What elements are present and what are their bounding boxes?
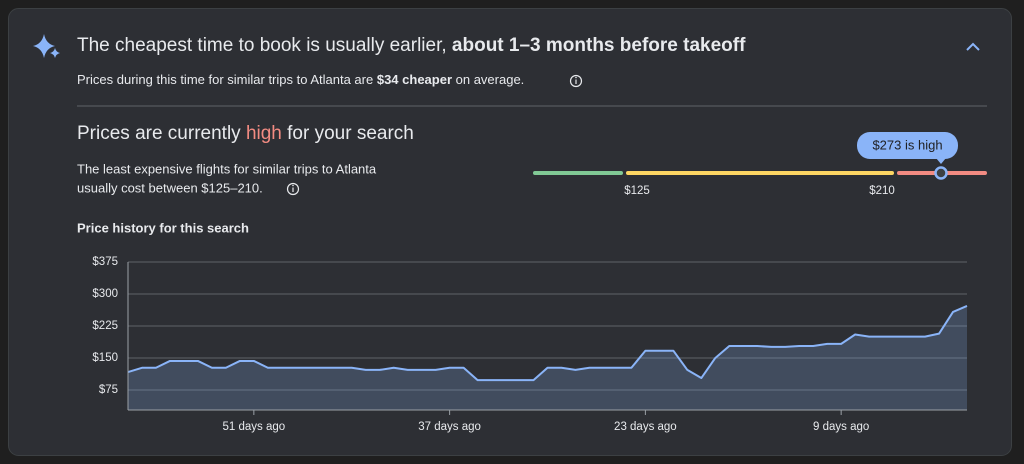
header-title: The cheapest time to book is usually ear… <box>77 35 746 56</box>
y-tick-label: $225 <box>92 320 118 332</box>
chart: $375 $300 $225 $150 $75 51 days ago 37 days ag… <box>92 256 968 433</box>
status-description: usually cost between $125–210. <box>77 180 263 195</box>
range-low-label: $125 <box>624 185 650 197</box>
y-tick-label: $300 <box>92 288 118 300</box>
y-tick-label: $375 <box>92 256 118 268</box>
x-tick-label: 9 days ago <box>813 421 869 433</box>
x-tick-label: 37 days ago <box>418 421 481 433</box>
status-title: Prices are currently high for your searc… <box>77 123 414 144</box>
subtitle-start: Prices during this time for similar trip… <box>77 72 377 87</box>
collapse-chevron[interactable] <box>966 42 980 51</box>
info-icon[interactable] <box>286 182 300 196</box>
tooltip: $273 is high <box>857 132 958 164</box>
status-description: The least expensive flights for similar … <box>77 161 377 176</box>
title-regular: The cheapest time to book is usually ear… <box>77 35 452 56</box>
subtitle-bold: $34 cheaper <box>377 72 452 87</box>
area-fill <box>128 305 967 410</box>
x-tick-label: 23 days ago <box>614 421 677 433</box>
card <box>8 8 1012 456</box>
chart-title: Price history for this search <box>77 220 249 235</box>
status-start: Prices are currently <box>77 123 246 144</box>
price-marker <box>934 166 948 180</box>
sparkle-icon <box>33 34 60 58</box>
tooltip-text: $273 is high <box>872 137 942 152</box>
range-high-label: $210 <box>869 185 895 197</box>
status-end: for your search <box>282 123 414 144</box>
y-tick-label: $75 <box>99 384 118 396</box>
x-tick-label: 51 days ago <box>223 421 286 433</box>
title-bold: about 1–3 months before takeoff <box>452 35 746 56</box>
info-icon[interactable] <box>569 74 583 88</box>
header-subtitle: Prices during this time for similar trip… <box>77 72 524 87</box>
subtitle-end: on average. <box>452 72 524 87</box>
status-highlight: high <box>246 123 282 144</box>
y-tick-label: $150 <box>92 352 118 364</box>
price-line <box>127 305 968 382</box>
